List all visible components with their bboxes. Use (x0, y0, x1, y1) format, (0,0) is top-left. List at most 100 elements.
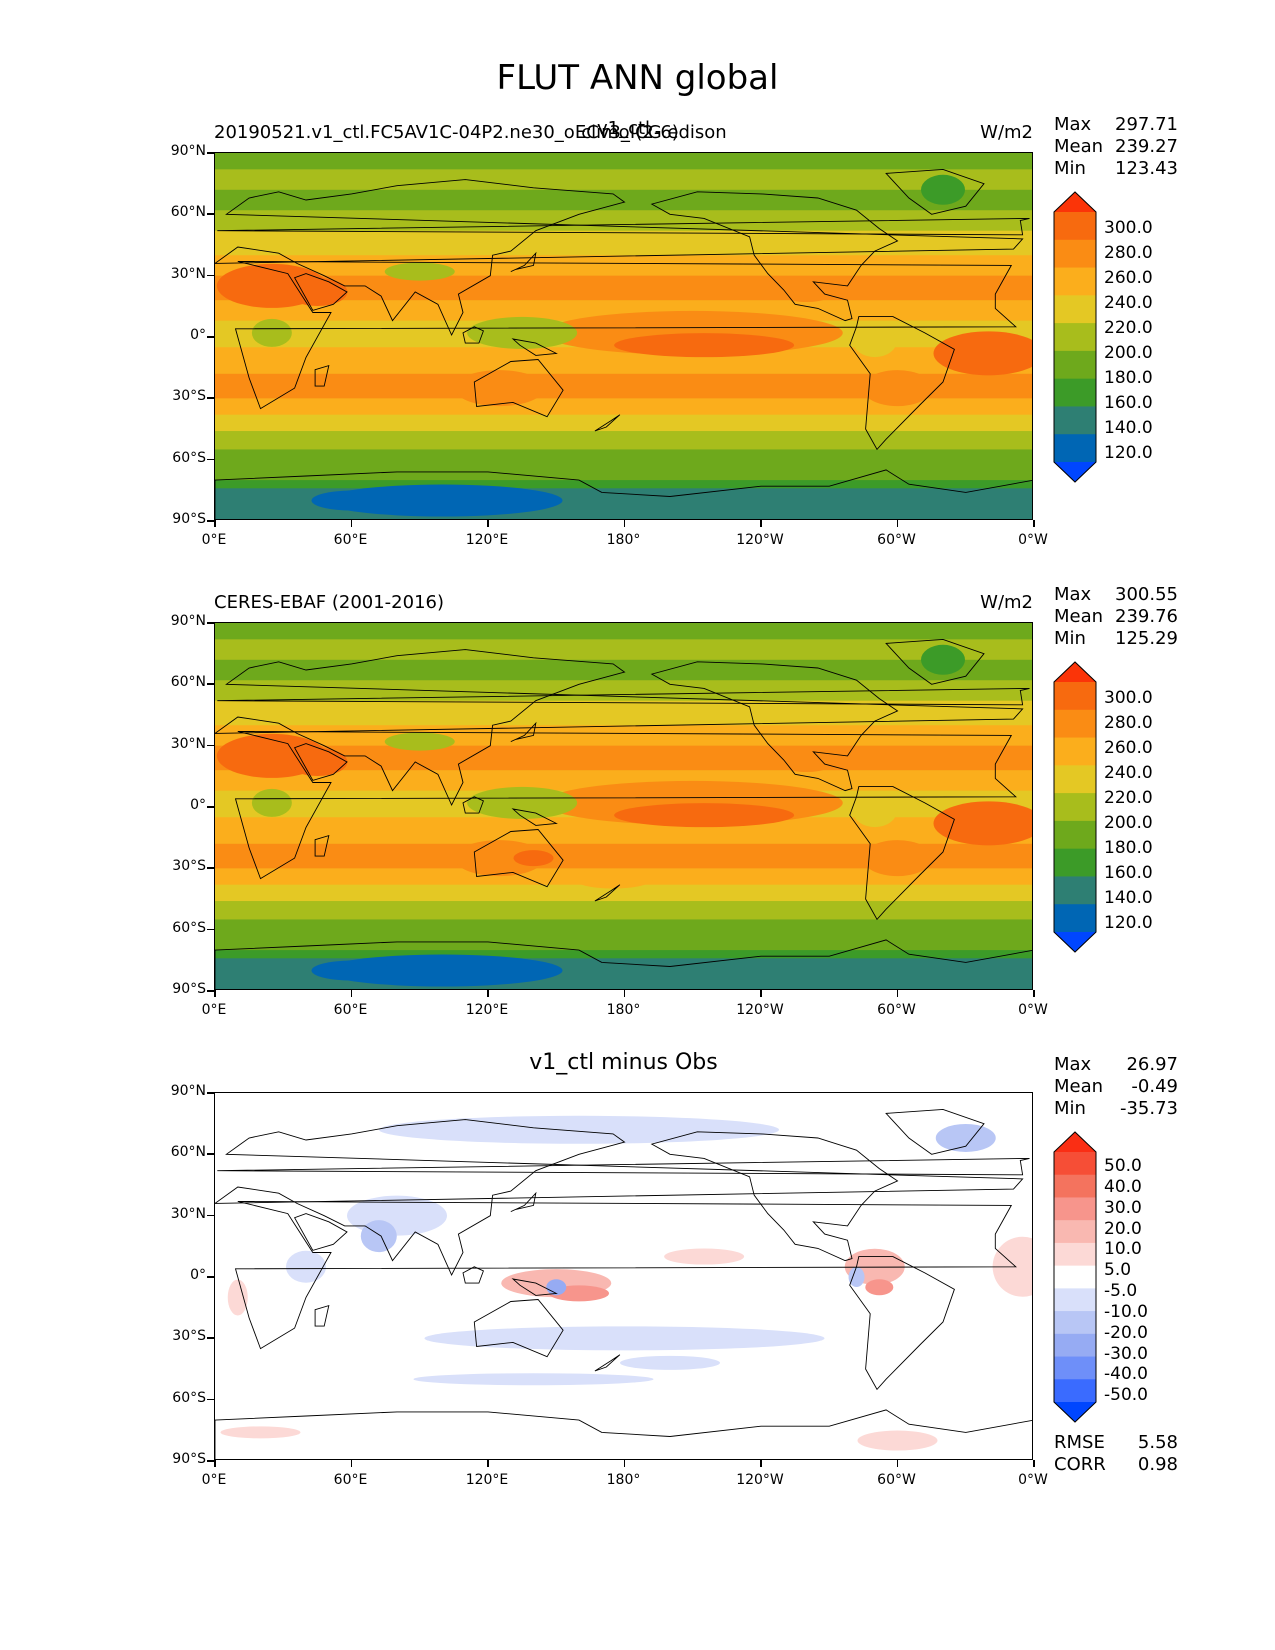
east-pacific-core (614, 803, 795, 828)
stat-max-label: Max (1054, 114, 1092, 135)
test-panel: 20190521.v1_ctl.FC5AV1C-04P2.ne30_oECv3_… (0, 110, 1275, 550)
antarctica-coastline (215, 939, 1032, 989)
corr-label: CORR (1054, 1454, 1106, 1475)
madagascar-coastline (314, 1304, 330, 1327)
center-caption: v1_ctl (596, 118, 651, 139)
amazon-convection (852, 325, 897, 358)
africa-coastline (234, 730, 1017, 880)
field-band (215, 937, 1032, 951)
lon-tick-mark (760, 1460, 762, 1467)
borneo-coastline (462, 1266, 484, 1284)
field-band (215, 901, 1032, 920)
lat-tick-mark (207, 520, 214, 522)
colorbar-segment (1054, 737, 1096, 766)
lon-tick-mark (350, 520, 352, 527)
lat-tick-mark (207, 622, 214, 624)
namerica-coastline (650, 661, 899, 792)
lat-tick-mark (207, 213, 214, 215)
lat-tick-mark (207, 1276, 214, 1278)
congo-convection (251, 788, 292, 817)
field-band (215, 725, 1032, 747)
colorbar-segment (1054, 1288, 1096, 1312)
lat-tick-mark (207, 1460, 214, 1462)
lon-tick-label: 60°W (877, 1472, 916, 1488)
south-pacific-band (573, 868, 654, 889)
japan-coastline (510, 721, 537, 743)
lon-tick-label: 180° (606, 532, 641, 548)
arabia-max (287, 278, 348, 307)
greenland-coastline (885, 168, 985, 215)
antarctic-core (322, 954, 563, 987)
left-caption: CERES-EBAF (2001-2016) (214, 592, 445, 613)
lon-tick-label: 60°E (333, 532, 368, 548)
page-title: FLUT ANN global (496, 58, 779, 98)
uk-coastline (217, 687, 1030, 706)
colorbar-label: 240.0 (1104, 763, 1153, 783)
greenland-cold (921, 644, 965, 675)
colorbar-label: 20.0 (1104, 1218, 1142, 1239)
lat-tick-mark (207, 990, 214, 992)
lat-tick-label: 0° (190, 797, 206, 813)
lat-tick-label: 60°S (172, 449, 206, 466)
lat-tick-mark (207, 336, 214, 338)
lat-tick-mark (207, 458, 214, 461)
lon-tick-label: 60°E (333, 1002, 368, 1018)
field-band (215, 950, 1032, 959)
stat-min-label: Min (1054, 628, 1086, 649)
namerica-coastline (650, 191, 899, 322)
map-plot (214, 1092, 1033, 1460)
units-label: W/m2 (980, 122, 1033, 143)
lat-tick-label: 30°S (172, 388, 206, 405)
colorbar-label: 160.0 (1104, 863, 1153, 883)
lon-tick-mark (487, 1460, 489, 1467)
lon-tick-label: 0°E (201, 1472, 227, 1488)
lat-tick-mark (207, 1214, 214, 1217)
colorbar-label: 300.0 (1104, 218, 1153, 238)
stat-min-value: 123.43 (1115, 158, 1178, 179)
coastlines (215, 1108, 1032, 1459)
arabia-coastline (293, 273, 348, 311)
australia-coastline (473, 829, 564, 888)
antarctica-coastline (215, 469, 1032, 519)
uk-coastline (217, 217, 1030, 236)
colorbar-label: 300.0 (1104, 688, 1153, 708)
colorbar-extend-max (1054, 662, 1096, 682)
colorbar-segment (1054, 1220, 1096, 1244)
mexico-warm (778, 752, 835, 773)
field-band (215, 275, 1032, 301)
lat-tick-mark (207, 867, 214, 869)
lon-tick-mark (760, 520, 762, 527)
colorbar-label: 120.0 (1104, 443, 1153, 463)
lon-tick-mark (623, 1460, 625, 1467)
colorbar-segment (1054, 1333, 1096, 1358)
colorbar-segment (1054, 1242, 1096, 1267)
india-negative (360, 1220, 397, 1253)
colorbar-segment (1054, 350, 1096, 380)
colorbar-segment (1054, 1174, 1096, 1198)
lon-tick-mark (623, 520, 625, 527)
colorbar-segment (1054, 1197, 1096, 1221)
lat-tick-label: 0° (190, 327, 206, 343)
colorbar-segment (1054, 848, 1096, 877)
greenland-coastline (885, 1108, 985, 1155)
map-plot (214, 152, 1033, 520)
mexico-warm (778, 282, 835, 303)
lat-tick-mark (207, 274, 214, 277)
colorbar-label: -20.0 (1104, 1322, 1148, 1343)
rmse-label: RMSE (1054, 1432, 1105, 1453)
south-america-warm (862, 370, 933, 407)
field-band (215, 431, 1032, 450)
colorbar-label: -40.0 (1104, 1364, 1148, 1385)
map-plot (214, 622, 1033, 990)
field-band (215, 210, 1032, 232)
africa-negative (286, 1250, 326, 1283)
units-label: W/m2 (980, 592, 1033, 613)
lon-tick-label: 180° (606, 1472, 641, 1488)
lon-tick-label: 60°W (877, 532, 916, 548)
lon-tick-label: 120°E (465, 1002, 509, 1018)
nz-coastline (594, 1354, 621, 1372)
samerica-coastline (849, 316, 955, 451)
lon-tick-mark (623, 990, 625, 997)
colorbar-segment (1054, 267, 1096, 296)
colorbar-segment (1054, 1379, 1096, 1403)
